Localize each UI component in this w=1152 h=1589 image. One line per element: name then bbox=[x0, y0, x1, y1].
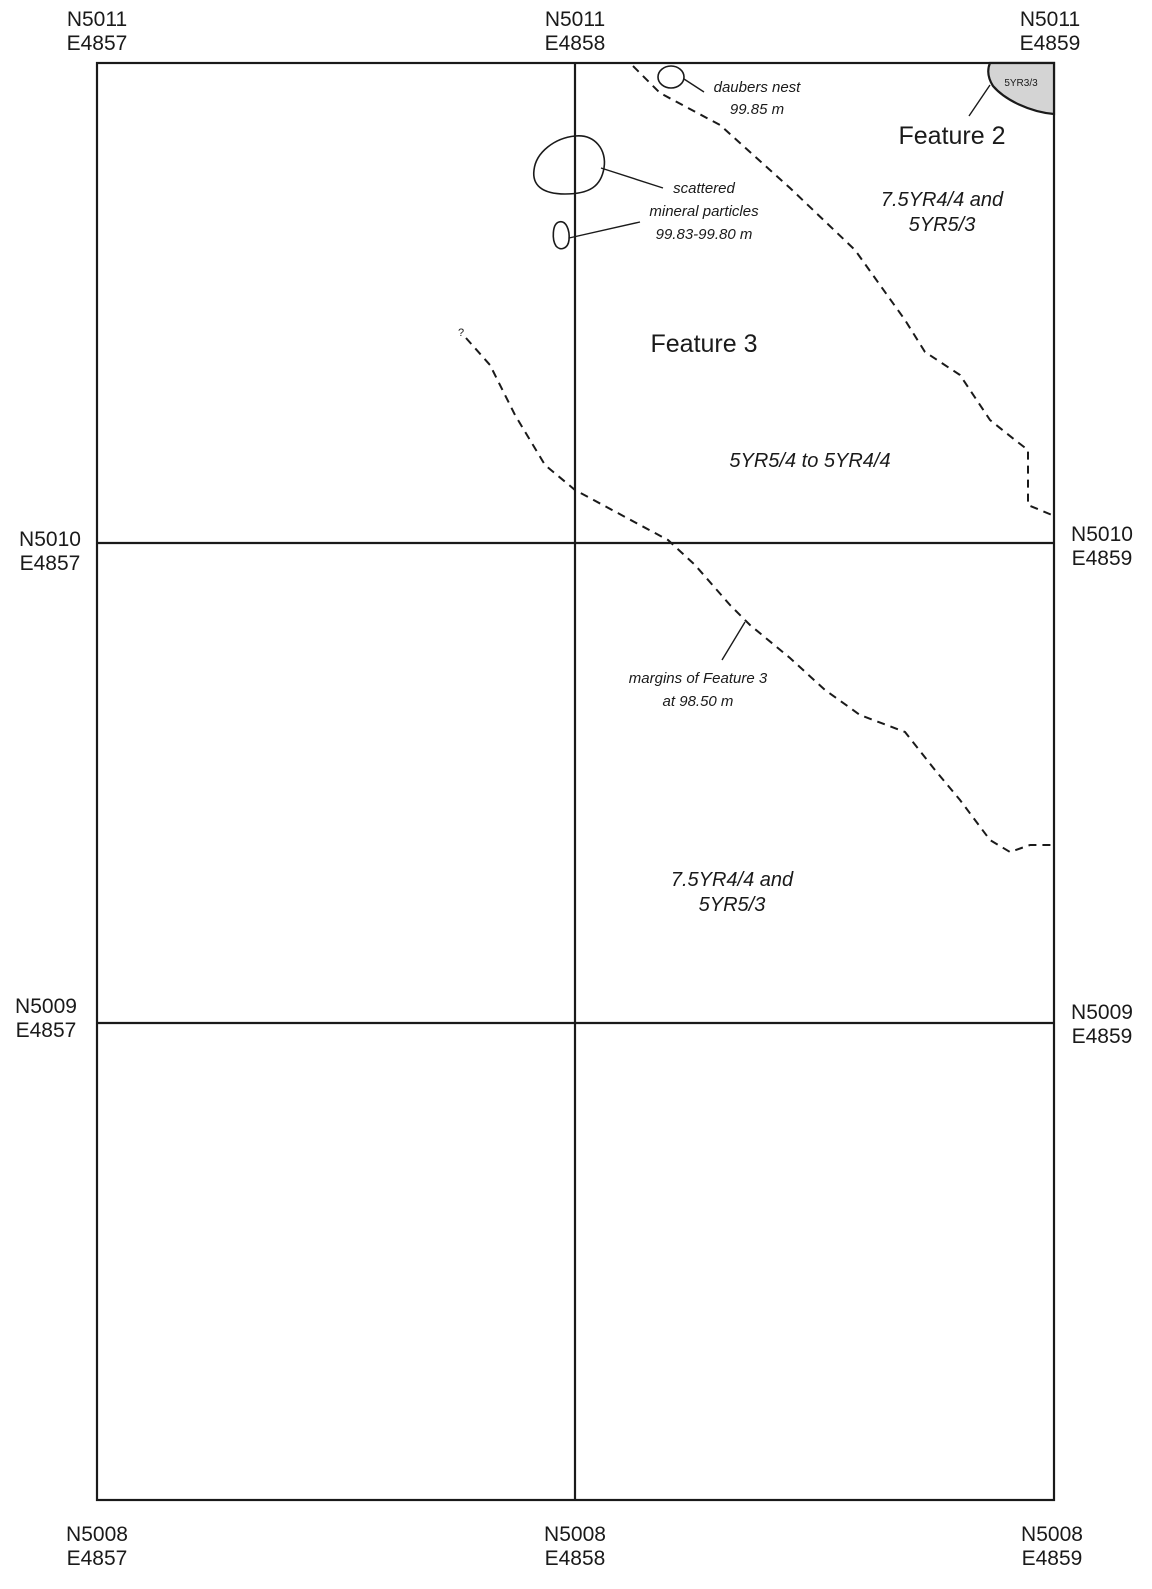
mineral-particles-elevation: 99.83-99.80 m bbox=[656, 226, 753, 243]
corner-label-nw-east: E4857 bbox=[67, 32, 128, 55]
mineral-particles-outline-small bbox=[552, 220, 570, 250]
corner-label-w-n5010-north: N5010 bbox=[19, 528, 81, 551]
feature-2-leader bbox=[968, 84, 991, 117]
daubers-nest-label: daubers nest bbox=[714, 79, 802, 96]
mineral-particles-label-2: mineral particles bbox=[649, 203, 759, 220]
soil-label-feature-3: 5YR5/4 to 5YR4/4 bbox=[729, 450, 890, 472]
corner-label-s-mid-north: N5008 bbox=[544, 1523, 606, 1546]
margins-label: margins of Feature 3 bbox=[629, 670, 768, 687]
feature-2-color-label: 5YR3/3 bbox=[1004, 78, 1038, 89]
corner-label-sw-east: E4857 bbox=[67, 1547, 128, 1570]
soil-label-upper-right: 7.5YR4/4 and bbox=[881, 189, 1004, 211]
corner-label-nw-north: N5011 bbox=[67, 8, 127, 31]
mineral-particles-leader-large bbox=[600, 167, 664, 189]
feature-3-upper-margin bbox=[632, 65, 1053, 516]
soil-label-lower-2: 5YR5/3 bbox=[699, 894, 766, 916]
daubers-nest-leader bbox=[683, 78, 705, 93]
margins-elevation: at 98.50 m bbox=[663, 693, 734, 710]
margins-leader bbox=[721, 621, 746, 661]
mineral-particles-leader-small bbox=[568, 221, 641, 239]
mineral-particles-label: scattered bbox=[673, 180, 735, 197]
mineral-particles-outline-large bbox=[533, 135, 606, 195]
corner-label-e-n5009-north: N5009 bbox=[1071, 1001, 1133, 1024]
corner-label-w-n5010-east: E4857 bbox=[20, 552, 81, 575]
daubers-nest-elevation: 99.85 m bbox=[730, 101, 784, 118]
corner-label-se-north: N5008 bbox=[1021, 1523, 1083, 1546]
corner-label-e-n5010-north: N5010 bbox=[1071, 523, 1133, 546]
corner-label-s-mid-east: E4858 bbox=[545, 1547, 606, 1570]
corner-label-e-n5010-east: E4859 bbox=[1072, 547, 1133, 570]
feature-3-label: Feature 3 bbox=[650, 330, 757, 358]
soil-label-lower: 7.5YR4/4 and bbox=[671, 869, 794, 891]
corner-label-n-mid-north: N5011 bbox=[545, 8, 605, 31]
feature-3-lower-margin bbox=[465, 337, 1052, 854]
corner-label-sw-north: N5008 bbox=[66, 1523, 128, 1546]
daubers-nest-outline bbox=[657, 65, 685, 89]
corner-label-ne-north: N5011 bbox=[1020, 8, 1080, 31]
soil-label-upper-right-2: 5YR5/3 bbox=[909, 214, 976, 236]
uncertain-margin-mark: ? bbox=[458, 327, 464, 339]
feature-2-area bbox=[987, 61, 1056, 116]
corner-label-ne-east: E4859 bbox=[1020, 32, 1081, 55]
feature-2-label: Feature 2 bbox=[898, 122, 1005, 150]
corner-label-e-n5009-east: E4859 bbox=[1072, 1025, 1133, 1048]
corner-label-w-n5009-east: E4857 bbox=[16, 1019, 77, 1042]
corner-label-w-n5009-north: N5009 bbox=[15, 995, 77, 1018]
corner-label-n-mid-east: E4858 bbox=[545, 32, 606, 55]
corner-label-se-east: E4859 bbox=[1022, 1547, 1083, 1570]
